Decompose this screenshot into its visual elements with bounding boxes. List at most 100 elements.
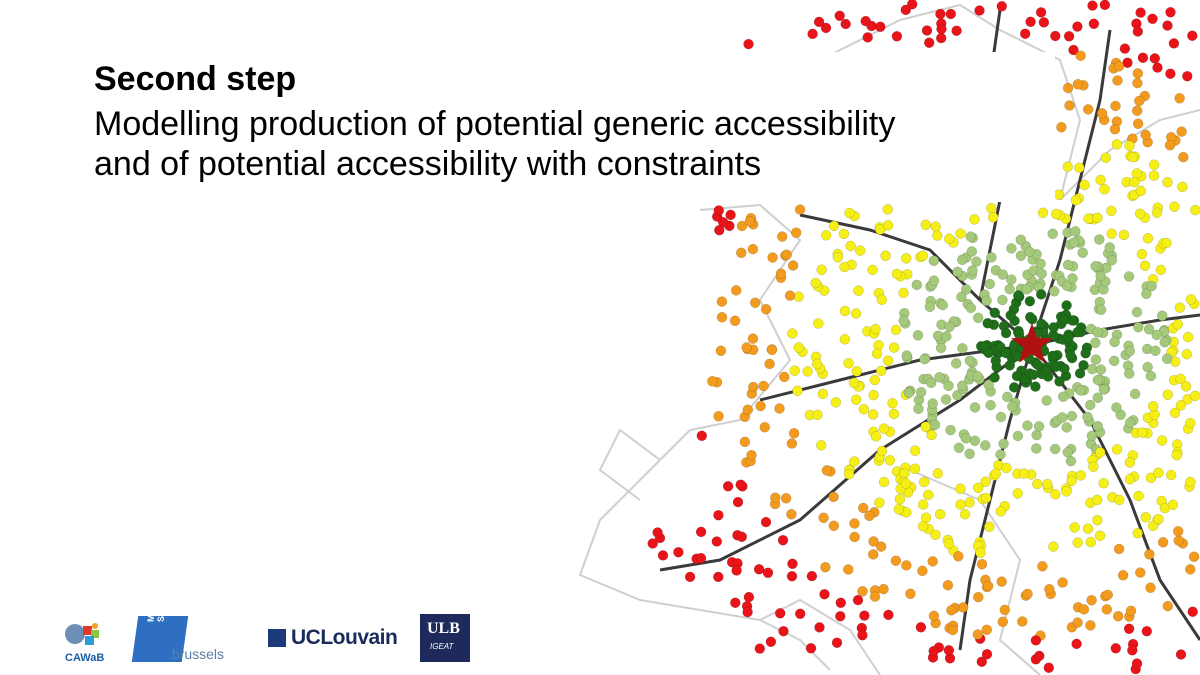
stop-dot: [1169, 201, 1180, 212]
stop-dot: [981, 624, 993, 636]
stop-dot: [1066, 410, 1078, 422]
stop-dot: [742, 404, 754, 416]
stop-dot: [1132, 77, 1143, 89]
stop-dot: [852, 594, 864, 606]
stop-dot: [839, 305, 851, 317]
stop-dot: [806, 570, 818, 582]
stop-dot: [875, 21, 886, 33]
stop-dot: [779, 371, 790, 383]
stop-dot: [1122, 57, 1133, 68]
stop-dot: [1054, 376, 1065, 387]
stop-dot: [1070, 194, 1082, 206]
stop-dot: [731, 565, 742, 576]
stop-dot: [1002, 391, 1013, 403]
stop-dot: [1038, 17, 1050, 28]
stop-dot: [955, 483, 966, 494]
stop-dot: [838, 228, 850, 240]
stop-dot: [965, 302, 977, 314]
stop-dot: [1094, 234, 1105, 245]
stop-dot: [1098, 384, 1110, 395]
stop-dot: [917, 499, 929, 510]
stop-dot: [1153, 513, 1164, 525]
stop-dot: [1030, 635, 1042, 646]
stop-dot: [867, 264, 878, 276]
stop-dot: [743, 38, 754, 50]
municipality-boundary: [759, 619, 831, 671]
stop-dot: [835, 610, 846, 622]
stop-dot: [1164, 139, 1176, 151]
stop-dot: [1085, 620, 1096, 631]
stop-dot: [1133, 321, 1144, 333]
stop-dot: [900, 478, 912, 489]
stop-dot: [917, 521, 929, 532]
stop-dot: [999, 604, 1011, 616]
stop-dot: [1057, 391, 1069, 402]
stop-dot: [1062, 447, 1074, 458]
stop-dot: [957, 602, 969, 613]
stop-dot: [794, 608, 806, 620]
stop-dot: [1153, 467, 1164, 479]
stop-dot: [1061, 300, 1072, 311]
stop-dot: [787, 558, 798, 570]
stop-dot: [1182, 70, 1193, 82]
stop-dot: [1190, 204, 1200, 216]
slide-title: Second step: [94, 60, 297, 98]
stop-dot: [741, 342, 752, 353]
stop-dot: [816, 264, 827, 275]
stop-dot: [969, 402, 981, 413]
stop-dot: [1159, 336, 1170, 348]
stop-dot: [713, 571, 724, 583]
stop-dot: [1124, 345, 1136, 357]
stop-dot: [1079, 179, 1090, 191]
stop-dot: [1015, 234, 1027, 246]
stop-dot: [1131, 658, 1143, 669]
stop-dot: [891, 31, 903, 42]
stop-dot: [1147, 400, 1159, 412]
stop-dot: [1030, 381, 1041, 392]
stop-dot: [1090, 261, 1101, 272]
stop-dot: [819, 588, 830, 600]
stop-dot: [805, 643, 817, 654]
stop-dot: [880, 250, 891, 262]
uclouvain-label: UCLouvain: [291, 626, 398, 649]
stop-dot: [1117, 570, 1129, 581]
stop-dot: [747, 243, 759, 255]
stop-dot: [976, 656, 988, 667]
stop-dot: [943, 380, 954, 392]
stop-dot: [874, 497, 885, 508]
stop-dot: [1106, 254, 1118, 266]
stop-dot: [1123, 368, 1135, 379]
stop-dot: [657, 550, 669, 561]
stop-dot: [1092, 212, 1103, 224]
stop-dot: [985, 399, 996, 411]
stop-dot: [1099, 184, 1110, 195]
stop-dot: [1147, 13, 1158, 25]
stop-dot: [1061, 422, 1072, 433]
stop-dot: [1149, 53, 1161, 64]
stop-dot: [722, 481, 734, 492]
stop-dot: [945, 424, 956, 436]
subtitle-line-2: and of potential accessibility with cons…: [94, 145, 762, 183]
municipality-boundary: [819, 3, 1082, 201]
stop-dot: [1176, 126, 1187, 137]
stop-dot: [982, 580, 994, 592]
stop-dot: [855, 245, 866, 256]
stop-dot: [776, 231, 788, 242]
stop-dot: [1063, 332, 1074, 343]
stop-dot: [1064, 100, 1075, 111]
stop-dot: [953, 551, 964, 562]
stop-dot: [1031, 429, 1042, 441]
stop-dot: [1095, 174, 1106, 186]
stop-dot: [915, 622, 927, 633]
stop-dot: [714, 224, 725, 236]
stop-dot: [1028, 369, 1039, 380]
stop-dot: [956, 291, 967, 303]
stop-dot: [857, 502, 869, 514]
stop-dot: [1072, 617, 1083, 628]
stop-dot: [972, 629, 984, 640]
stop-dot: [860, 15, 871, 27]
stop-dot: [935, 342, 947, 354]
stop-dot: [1129, 388, 1141, 400]
stop-dot: [786, 509, 797, 520]
stop-dot: [1056, 121, 1067, 133]
